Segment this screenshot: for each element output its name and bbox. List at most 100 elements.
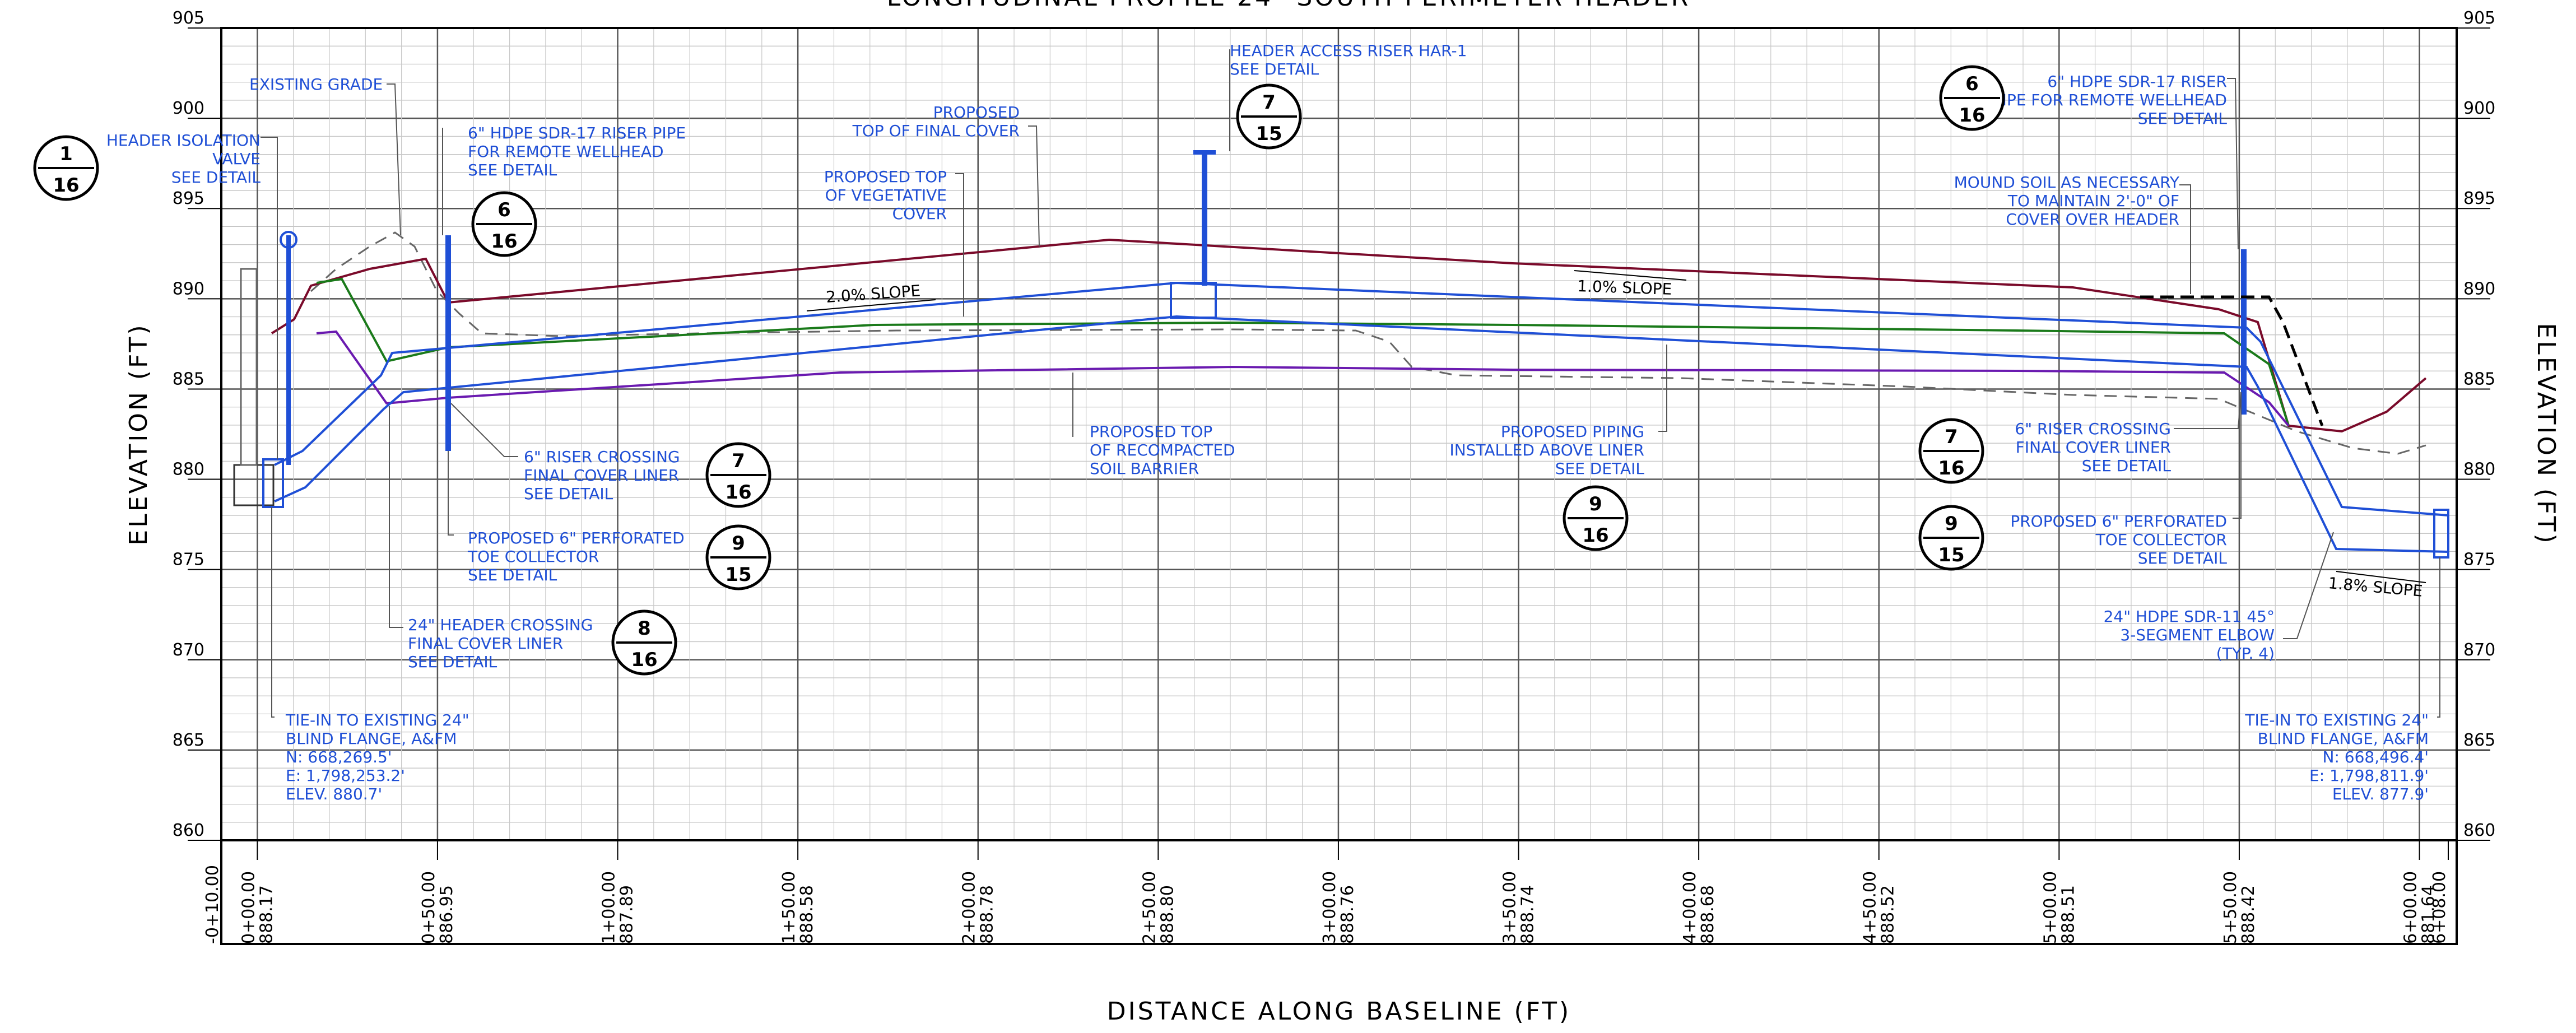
label-tie-left-4: E: 1,798,253.2': [286, 766, 405, 785]
label-tie-left-2: BLIND FLANGE, A&FM: [286, 729, 457, 748]
station-elevation: 888.52: [1878, 885, 1898, 944]
label-recompacted-3: SOIL BARRIER: [1090, 459, 1199, 478]
y-tick-label: 875: [173, 550, 204, 570]
station-label: 1+50.00: [779, 871, 799, 944]
label-har: HEADER ACCESS RISER HAR-1: [1230, 41, 1467, 60]
label-riser-right-3: SEE DETAIL: [2138, 109, 2228, 128]
sheet-number: 16: [53, 174, 79, 197]
label-header-isolation-2: VALVE: [212, 150, 261, 168]
label-existing-grade: EXISTING GRADE: [249, 75, 383, 94]
y-tick-label: 895: [173, 189, 204, 208]
station-elevation: 881.64: [2419, 885, 2439, 944]
station-label: 6+00.00: [2401, 871, 2421, 944]
final-cover-line: [271, 238, 2427, 433]
label-riser-cross-left-2: FINAL COVER LINER: [524, 466, 679, 485]
label-toe-right-3: SEE DETAIL: [2138, 549, 2228, 567]
y-tick-labels-right: 905 900 895 890 885 880 875 870 865 860: [2457, 8, 2495, 841]
y-tick-label: 885: [2463, 369, 2495, 389]
annotations: EXISTING GRADE HEADER ISOLATION VALVE SE…: [106, 41, 2429, 803]
detail-callout: 716: [1918, 418, 1984, 484]
label-har-2: SEE DETAIL: [1230, 60, 1319, 78]
label-recompacted: PROPOSED TOP: [1090, 422, 1212, 441]
detail-callout: 716: [705, 442, 771, 508]
slope-label-3: 1.8% SLOPE: [2327, 574, 2423, 601]
detail-number: 7: [1262, 91, 1276, 114]
station-band: [220, 839, 2458, 945]
label-header-isolation-3: SEE DETAIL: [171, 168, 261, 187]
label-riser-cross-right: 6" RISER CROSSING: [2015, 420, 2171, 438]
y-tick-label: 890: [173, 279, 204, 299]
station-label: 0+50.00: [419, 871, 439, 944]
station-label: 2+50.00: [1140, 871, 1159, 944]
station-elevation: 888.80: [1157, 885, 1177, 944]
label-piping-3: SEE DETAIL: [1555, 459, 1645, 478]
right-blind-flange: [2433, 509, 2449, 559]
station-label: 3+50.00: [1500, 871, 1520, 944]
isolation-valve-wheel: [280, 231, 297, 249]
detail-number: 9: [1945, 513, 1958, 535]
y-tick-label: 870: [173, 640, 204, 660]
label-header-isolation: HEADER ISOLATION: [106, 131, 261, 150]
label-toe-left: PROPOSED 6" PERFORATED: [468, 529, 685, 547]
sheet-number: 16: [1938, 457, 1964, 480]
y-tick-label: 865: [173, 730, 204, 750]
y-tick-label: 900: [2463, 99, 2495, 118]
left-blind-flange: [233, 464, 275, 506]
header-access-riser-tee: [1170, 282, 1217, 319]
vegetative-cover-line: [316, 277, 2290, 426]
label-tie-right: TIE-IN TO EXISTING 24": [2244, 711, 2429, 729]
station-label: 5+50.00: [2221, 871, 2240, 944]
station-elevation: 888.76: [1338, 885, 1357, 944]
y-tick-label: 860: [173, 821, 204, 840]
existing-structure-left: [240, 268, 258, 466]
station-label: 4+00.00: [1680, 871, 1700, 944]
label-toe-left-3: SEE DETAIL: [468, 566, 557, 584]
detail-number: 1: [59, 143, 73, 165]
station-label: 3+00.00: [1320, 871, 1340, 944]
detail-callout: 915: [1918, 505, 1984, 571]
soil-barrier-line: [316, 330, 2290, 427]
label-piping: PROPOSED PIPING: [1501, 422, 1644, 441]
label-riser-right-2: PIPE FOR REMOTE WELLHEAD: [1993, 91, 2227, 109]
label-recompacted-2: OF RECOMPACTED: [1090, 441, 1235, 459]
label-tie-right-5: ELEV. 877.9': [2332, 785, 2429, 803]
detail-callout: 616: [1939, 65, 2005, 131]
label-tie-left: TIE-IN TO EXISTING 24": [285, 711, 469, 729]
y-tick-label: 880: [173, 460, 204, 480]
label-top-veg-3: COVER: [892, 204, 947, 223]
y-tick-label: 865: [2463, 730, 2495, 750]
detail-number: 7: [1945, 426, 1958, 448]
label-header-cross-2: FINAL COVER LINER: [408, 634, 563, 653]
label-elbow: 24" HDPE SDR-11 45°: [2104, 607, 2275, 626]
sheet-number: 16: [1582, 524, 1608, 547]
station-elevation: 886.95: [437, 885, 457, 944]
station-label: 2+00.00: [960, 871, 979, 944]
grid: [221, 27, 2457, 841]
sheet-number: 16: [491, 230, 517, 253]
detail-callout: 116: [33, 135, 99, 201]
y-tick-label: 900: [173, 99, 204, 118]
sheet-number: 16: [725, 481, 751, 504]
slope-arrow-2: [1574, 270, 1687, 281]
label-elbow-2: 3-SEGMENT ELBOW: [2120, 626, 2275, 644]
slope-arrow-3: [2336, 571, 2426, 583]
label-elbow-3: (TYP. 4): [2216, 644, 2275, 663]
y-axis-title-left: ELEVATION (FT): [124, 323, 153, 545]
detail-callout: 816: [611, 609, 677, 676]
label-riser-left-3: SEE DETAIL: [468, 161, 557, 179]
label-tie-right-3: N: 668,496.4': [2323, 748, 2429, 766]
station-elevation: 888.17: [257, 885, 276, 944]
mound-soil-line: [2140, 295, 2324, 426]
station-label: -0+10.00: [203, 865, 222, 944]
station-elevation: 888.78: [978, 885, 997, 944]
slope-arrow-1: [806, 299, 936, 311]
station-label: 5+00.00: [2040, 871, 2060, 944]
y-tick-label: 895: [2463, 189, 2495, 208]
label-tie-left-5: ELEV. 880.7': [286, 785, 382, 803]
detail-number: 8: [638, 617, 651, 640]
label-top-veg: PROPOSED TOP: [824, 167, 947, 186]
label-riser-cross-left: 6" RISER CROSSING: [524, 448, 680, 466]
